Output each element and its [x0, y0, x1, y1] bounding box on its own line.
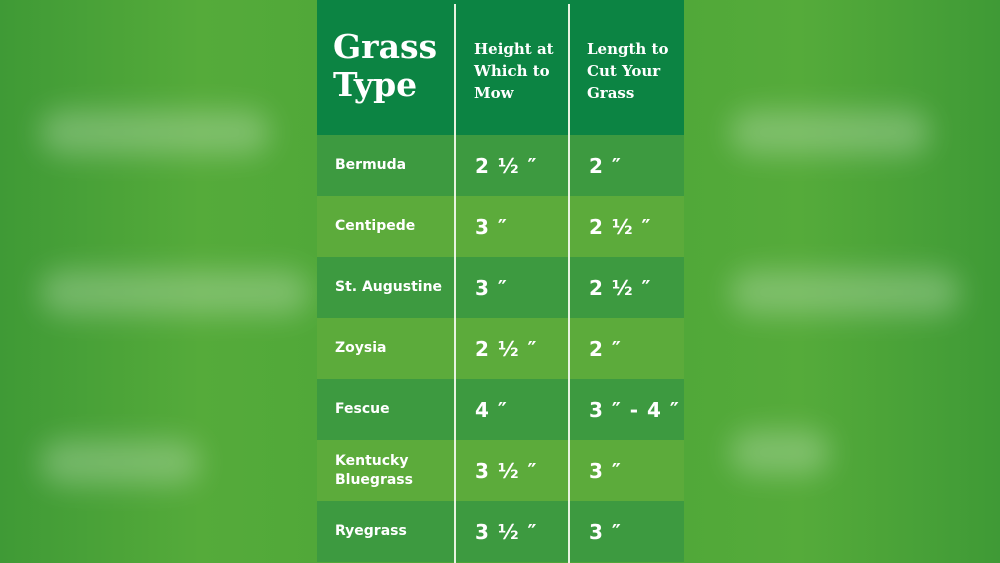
header-line: Mow — [474, 84, 514, 102]
column-divider — [568, 4, 570, 563]
column-divider — [454, 4, 456, 563]
cut-length-cell: 3 ″ — [589, 458, 622, 483]
header-line: Which to — [474, 62, 550, 80]
mow-height-cell: 2 ½ ″ — [475, 153, 538, 178]
table-row: Kentucky Bluegrass 3 ½ ″ 3 ″ — [317, 440, 684, 501]
header-line: Cut Your — [587, 62, 661, 80]
header-grass-type: Grass Type — [333, 28, 437, 104]
cut-length-cell: 3 ″ - 4 ″ — [589, 397, 680, 422]
grass-type-cell: Fescue — [335, 401, 390, 417]
header-line: Grass — [587, 84, 635, 102]
mow-height-cell: 2 ½ ″ — [475, 336, 538, 361]
mow-height-cell: 3 ″ — [475, 275, 508, 300]
cut-length-cell: 2 ½ ″ — [589, 214, 652, 239]
cut-length-cell: 2 ½ ″ — [589, 275, 652, 300]
header-line: Grass — [333, 27, 438, 66]
mow-height-cell: 3 ½ ″ — [475, 458, 538, 483]
grass-type-cell: Kentucky Bluegrass — [335, 452, 413, 488]
mow-height-cell: 3 ½ ″ — [475, 519, 538, 544]
header-height: Height at Which to Mow — [474, 38, 554, 104]
table-row: Bermuda 2 ½ ″ 2 ″ — [317, 135, 684, 196]
grass-mowing-table: Grass Type Height at Which to Mow Length… — [317, 0, 684, 563]
mow-height-cell: 4 ″ — [475, 397, 508, 422]
table-row: Centipede 3 ″ 2 ½ ″ — [317, 196, 684, 257]
mow-height-cell: 3 ″ — [475, 214, 508, 239]
grass-type-cell: Ryegrass — [335, 523, 407, 539]
table-row: Ryegrass 3 ½ ″ 3 ″ — [317, 501, 684, 562]
grass-type-cell: Centipede — [335, 218, 416, 234]
header-line: Length to — [587, 40, 669, 58]
cut-length-cell: 2 ″ — [589, 336, 622, 361]
cut-length-cell: 3 ″ — [589, 519, 622, 544]
table-header: Grass Type Height at Which to Mow Length… — [317, 0, 684, 135]
grass-type-cell: St. Augustine — [335, 279, 443, 295]
table-row: St. Augustine 3 ″ 2 ½ ″ — [317, 257, 684, 318]
grass-type-cell: Zoysia — [335, 340, 387, 356]
table-row: Fescue 4 ″ 3 ″ - 4 ″ — [317, 379, 684, 440]
header-cut-length: Length to Cut Your Grass — [587, 38, 668, 104]
header-line: Type — [333, 65, 418, 104]
table-row: Zoysia 2 ½ ″ 2 ″ — [317, 318, 684, 379]
header-line: Height at — [474, 40, 554, 58]
grass-type-cell: Bermuda — [335, 157, 407, 173]
cut-length-cell: 2 ″ — [589, 153, 622, 178]
